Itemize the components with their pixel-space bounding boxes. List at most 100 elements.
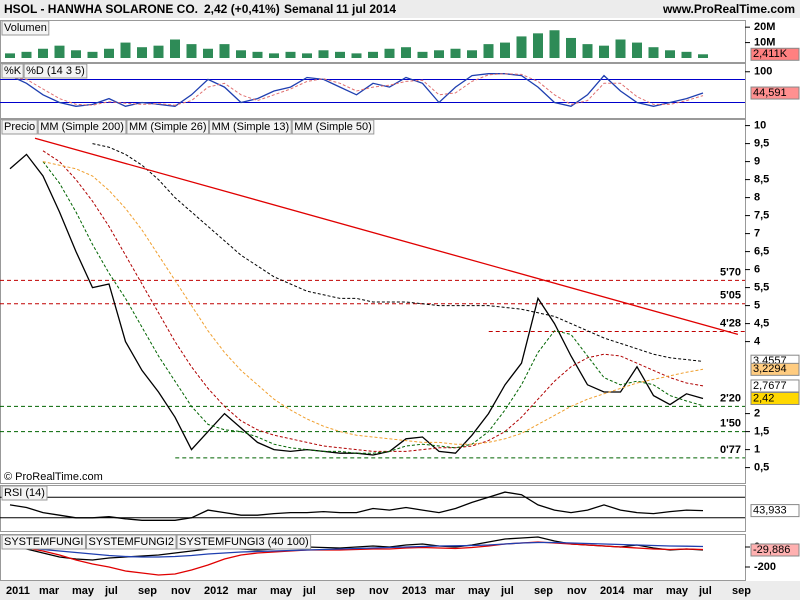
x-tick-label: jul [500, 585, 514, 597]
y-tick-label: 10M [754, 36, 775, 48]
legend-box [209, 119, 292, 135]
volume-bar [285, 51, 296, 58]
level-label: 0'77 [720, 444, 741, 456]
volume-bar [38, 48, 48, 58]
x-tick-label: mar [237, 585, 258, 597]
volume-bar [318, 50, 329, 58]
volume-bar [335, 51, 345, 58]
legend-box [176, 534, 312, 550]
series-line [42, 161, 704, 454]
trend-line [34, 137, 739, 336]
x-tick-label: nov [171, 585, 191, 597]
volume-bar [236, 50, 246, 58]
x-tick-label: mar [435, 585, 456, 597]
series-line [9, 491, 704, 521]
volume-bar [269, 53, 279, 58]
volume-bar [104, 48, 114, 58]
series-line [9, 73, 704, 107]
legend-box [291, 119, 375, 135]
x-axis-bar [0, 581, 800, 600]
volume-bar [467, 50, 477, 58]
volume-bar [549, 30, 560, 58]
value-badge-label: -29,886 [753, 544, 790, 556]
volume-bar [137, 47, 147, 58]
value-badge-label: 44,591 [753, 87, 787, 99]
site: www.ProRealTime.com [662, 2, 795, 16]
level-label: 5'70 [720, 266, 741, 278]
volume-bar [368, 51, 378, 58]
legend-entry: MM (Simple 50) [294, 121, 372, 133]
legend-box [1, 534, 86, 550]
volume-bar [648, 47, 659, 58]
header-bar [0, 0, 800, 18]
x-tick-label: may [270, 585, 293, 597]
date: 11 jul 2014 [336, 2, 396, 16]
y-tick-label: 7 [754, 228, 760, 240]
legend-box [1, 20, 50, 36]
y-tick-label: 6 [754, 264, 760, 276]
x-tick-label: mar [633, 585, 654, 597]
value-badge [750, 379, 800, 393]
value-badge [750, 86, 800, 100]
quote: 2,42 (+0,41%) [204, 2, 280, 16]
volume-bar [5, 53, 15, 58]
panel-frame [0, 63, 746, 119]
volume-bar [483, 44, 494, 58]
y-tick-label: 4,5 [754, 318, 769, 330]
symbol: HSOL - HANWHA SOLARONE CO. [4, 2, 198, 16]
series-line [92, 143, 704, 362]
value-badge [750, 362, 800, 376]
legend-box [1, 485, 48, 501]
y-tick-label: 4 [754, 336, 761, 348]
y-tick-label: 7,5 [754, 210, 769, 222]
value-badge-label: 2,7677 [753, 380, 787, 392]
x-tick-label: may [72, 585, 95, 597]
series-line [42, 161, 704, 445]
legend-entry: MM (Simple 200) [40, 121, 124, 133]
volume-bar [500, 42, 510, 58]
legend-entry: Precio [4, 121, 35, 133]
y-tick-label: 8 [754, 192, 760, 204]
series-line [9, 541, 704, 576]
legend-entry: %D (14 3 5) [26, 65, 85, 77]
legend-box [37, 119, 127, 135]
volume-bar [120, 42, 131, 58]
x-tick-label: jul [104, 585, 118, 597]
volume-bar [599, 45, 609, 58]
value-badge-label: 2,42 [753, 392, 774, 404]
x-tick-label: 2013 [402, 585, 426, 597]
x-tick-label: 2014 [600, 585, 625, 597]
volume-bar [252, 51, 263, 58]
value-badge-label: 2,411K [753, 48, 788, 60]
volume-bar [681, 51, 692, 58]
legend-entry: SYSTEMFUNGI [4, 536, 83, 548]
y-tick-label: 10 [754, 120, 766, 132]
volume-bar [665, 50, 675, 58]
volume-bar [533, 33, 543, 58]
legend-box [1, 63, 24, 79]
level-label: 1'50 [720, 418, 741, 430]
volume-bar [417, 51, 428, 58]
series-line [42, 150, 704, 452]
volume-bar [219, 44, 230, 58]
x-tick-label: sep [336, 585, 355, 597]
volume-bar [384, 48, 395, 58]
x-tick-label: nov [369, 585, 389, 597]
x-tick-label: jul [698, 585, 712, 597]
y-tick-label: 100 [754, 66, 772, 78]
legend-entry: SYSTEMFUNGI2 [88, 536, 174, 548]
legend-entry: SYSTEMFUNGI3 (40 100) [179, 536, 309, 548]
volume-bar [698, 54, 708, 58]
y-tick-label: 5,5 [754, 282, 769, 294]
series-line [9, 73, 704, 106]
volume-bar [302, 53, 312, 58]
x-tick-label: jul [302, 585, 316, 597]
volume-bar [21, 51, 32, 58]
y-tick-label: 9 [754, 156, 760, 168]
legend-box [85, 534, 177, 550]
volume-bar [203, 48, 213, 58]
y-tick-label: 1,5 [754, 426, 769, 438]
legend-entry: MM (Simple 13) [212, 121, 290, 133]
legend-box [23, 63, 88, 79]
